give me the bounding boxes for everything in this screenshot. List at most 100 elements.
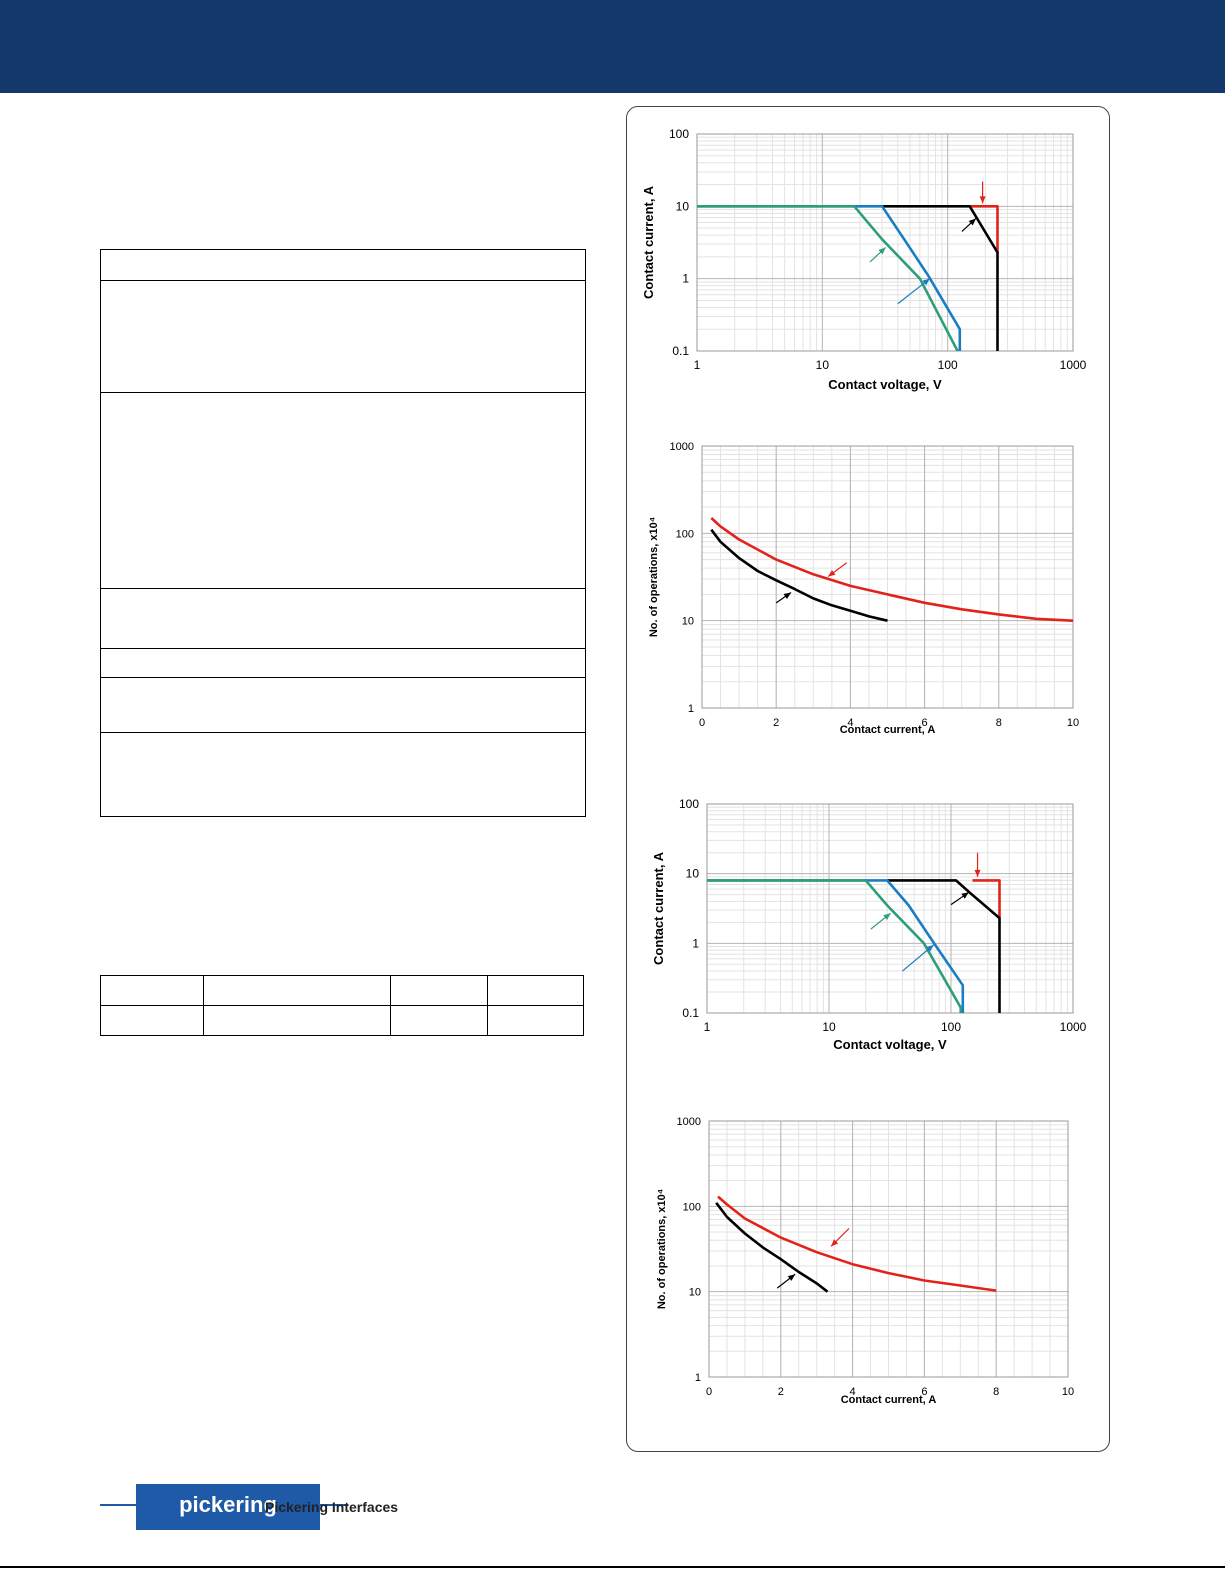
table-cell: [487, 975, 584, 1006]
x-axis-label: Contact voltage, V: [828, 377, 942, 392]
series-line-red: [969, 205, 999, 253]
table-cell: [487, 1005, 584, 1036]
plot-area: [708, 1120, 1069, 1378]
table-row: [100, 1005, 584, 1036]
x-tick-label: 10: [822, 1020, 836, 1034]
y-tick-label: 10: [682, 616, 694, 628]
spec-table: [100, 249, 586, 817]
table-row: [101, 733, 585, 816]
y-tick-label: 1: [695, 1372, 701, 1384]
y-tick-label: 1000: [677, 1116, 701, 1128]
y-tick-label: 100: [683, 1201, 701, 1213]
arrow-green: [869, 247, 887, 263]
arrow-head: [922, 278, 930, 286]
series-line-green: [697, 205, 959, 352]
arrow-head: [831, 1239, 839, 1247]
arrow-black: [961, 218, 977, 232]
y-tick-label: 0.1: [682, 1006, 699, 1020]
chart-voltage-current-1: 1 10 100 1000 0.1 1 10 100 Contact voltage, V Con…: [641, 127, 1087, 392]
y-axis-label: Contact current, A: [651, 851, 666, 965]
x-tick-label: 10: [1062, 1386, 1074, 1398]
table-cell: [390, 975, 488, 1006]
series-line-black: [882, 205, 999, 351]
series-line-red: [972, 879, 1001, 919]
y-tick-label: 1: [682, 272, 689, 286]
table-cell: [390, 1005, 488, 1036]
table-cell: [100, 975, 204, 1006]
chart-grid: [708, 1120, 1069, 1378]
arrow-blue: [902, 944, 934, 972]
table-row: [101, 281, 585, 393]
x-tick-label: 1: [694, 358, 701, 372]
series-line-black: [710, 528, 888, 622]
arrow-head: [787, 1274, 796, 1281]
x-tick-label: 8: [993, 1386, 999, 1398]
chart-operations-1: 0 2 4 6 8 10 1 10 100 1000 Contact current, A No. o…: [648, 441, 1079, 736]
table-row: [101, 678, 585, 733]
x-tick-label: 100: [938, 358, 958, 372]
table-row: [101, 649, 585, 678]
logo-box: [136, 1484, 320, 1530]
x-tick-label: 4: [847, 717, 853, 729]
arrow-head: [979, 196, 986, 204]
plot-area: [701, 445, 1074, 709]
series-line-green: [707, 879, 962, 1013]
table-cell: [203, 1005, 391, 1036]
x-tick-label: 0: [699, 717, 705, 729]
chart-grid: [701, 445, 1074, 709]
x-tick-label: 10: [1067, 717, 1079, 729]
ordering-table: [100, 975, 584, 1036]
y-tick-label: 100: [669, 127, 689, 141]
x-tick-label: 6: [921, 1386, 927, 1398]
arrow-red: [979, 181, 986, 204]
footer-logo: pickering Pickering Interfaces: [100, 1484, 430, 1534]
arrow-head: [883, 913, 891, 920]
y-tick-label: 100: [676, 528, 694, 540]
y-tick-label: 10: [689, 1287, 701, 1299]
arrow-head: [974, 869, 981, 877]
y-tick-label: 0.1: [672, 344, 689, 358]
x-tick-label: 4: [850, 1386, 856, 1398]
y-axis-label: Contact current, A: [641, 185, 656, 299]
x-tick-label: 2: [778, 1386, 784, 1398]
series-line-red: [710, 517, 1074, 622]
x-tick-label: 0: [706, 1386, 712, 1398]
table-row: [101, 589, 585, 649]
arrow-black: [775, 592, 792, 604]
footer-rule: [0, 1566, 1225, 1568]
y-axis-label: No. of operations, x10⁴: [656, 1189, 668, 1309]
x-tick-label: 1: [704, 1020, 711, 1034]
x-axis-label: Contact voltage, V: [833, 1037, 947, 1052]
table-row: [100, 975, 584, 1006]
x-axis-label: Contact current, A: [841, 1394, 937, 1406]
table-cell: [203, 975, 391, 1006]
arrow-head: [961, 892, 969, 899]
company-name: Pickering Interfaces: [265, 1499, 399, 1515]
y-axis-label: No. of operations, x10⁴: [648, 517, 660, 637]
x-tick-label: 1000: [1060, 358, 1087, 372]
table-cell: [100, 1005, 204, 1036]
arrow-head: [926, 944, 934, 952]
arrow-red: [830, 1228, 850, 1247]
series-line-black: [887, 879, 1001, 1013]
arrow-head: [828, 569, 836, 577]
y-tick-label: 100: [679, 797, 699, 811]
plot-area: [706, 803, 1074, 1014]
arrow-green: [870, 912, 892, 930]
table-row: [101, 393, 585, 589]
plot-area: [696, 133, 1074, 352]
arrow-head: [878, 247, 886, 255]
series-line-black: [715, 1202, 829, 1293]
logo-line-left: [100, 1504, 136, 1506]
chart-operations-2: 0 2 4 6 8 10 1 10 100 1000 Contact current, A No. o…: [656, 1116, 1074, 1406]
y-tick-label: 1000: [670, 441, 694, 453]
y-tick-label: 10: [686, 867, 700, 881]
header-bar: [0, 0, 1225, 93]
x-tick-label: 2: [773, 717, 779, 729]
logo-text: pickering: [179, 1492, 277, 1517]
x-tick-label: 10: [816, 358, 830, 372]
y-tick-label: 1: [692, 936, 699, 950]
x-tick-label: 6: [922, 717, 928, 729]
x-axis-label: Contact current, A: [840, 724, 936, 736]
arrow-black: [950, 891, 970, 906]
